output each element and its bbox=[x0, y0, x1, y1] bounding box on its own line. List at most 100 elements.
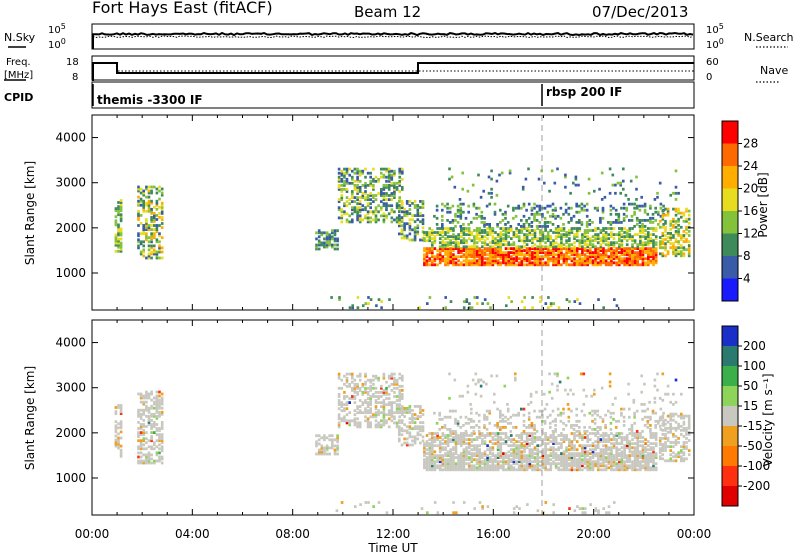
heatmap-cell bbox=[119, 205, 123, 208]
heatmap-cell bbox=[139, 232, 143, 236]
heatmap-cell bbox=[652, 462, 655, 466]
heatmap-cell bbox=[413, 425, 417, 429]
heatmap-cell bbox=[520, 247, 524, 250]
heatmap-cell bbox=[393, 372, 396, 376]
heatmap-cell bbox=[652, 257, 655, 261]
heatmap-cell bbox=[449, 249, 452, 252]
heatmap-cell bbox=[145, 408, 148, 412]
heatmap-cell bbox=[578, 257, 582, 261]
heatmap-cell bbox=[459, 216, 463, 220]
heatmap-cell bbox=[488, 202, 491, 206]
heatmap-cell bbox=[408, 226, 412, 230]
heatmap-cell bbox=[340, 405, 344, 408]
heatmap-cell bbox=[591, 452, 595, 455]
heatmap-cell bbox=[633, 247, 637, 250]
heatmap-cell bbox=[387, 403, 391, 406]
heatmap-cell bbox=[425, 261, 429, 265]
heatmap-cell bbox=[340, 194, 344, 197]
heatmap-cell bbox=[599, 263, 603, 267]
heatmap-cell bbox=[525, 442, 529, 445]
heatmap-cell bbox=[641, 452, 645, 455]
heatmap-cell bbox=[554, 430, 557, 433]
heatmap-cell bbox=[372, 194, 375, 197]
heatmap-cell bbox=[586, 257, 589, 261]
heatmap-cell bbox=[380, 192, 383, 195]
heatmap-cell bbox=[507, 468, 510, 472]
heatmap-cell bbox=[647, 444, 650, 448]
heatmap-cell bbox=[512, 444, 516, 448]
heatmap-cell bbox=[581, 436, 584, 439]
heatmap-cell bbox=[444, 464, 447, 468]
heatmap-cell bbox=[528, 448, 532, 452]
heatmap-cell bbox=[348, 423, 351, 427]
heatmap-cell bbox=[517, 263, 521, 267]
heatmap-cell bbox=[494, 460, 497, 464]
heatmap-cell bbox=[382, 411, 386, 415]
heatmap-cell bbox=[554, 231, 558, 234]
heatmap-cell bbox=[114, 209, 118, 212]
heatmap-cell bbox=[139, 408, 143, 412]
heatmap-cell bbox=[358, 389, 362, 392]
heatmap-cell bbox=[628, 261, 632, 265]
heatmap-cell bbox=[452, 458, 455, 462]
heatmap-cell bbox=[591, 263, 595, 267]
heatmap-cell bbox=[315, 444, 318, 448]
heatmap-cell bbox=[654, 237, 658, 240]
heatmap-cell bbox=[654, 442, 658, 445]
heatmap-cell bbox=[475, 468, 479, 472]
heatmap-cell bbox=[633, 456, 637, 459]
heatmap-cell bbox=[460, 440, 463, 443]
heatmap-cell bbox=[483, 462, 487, 466]
heatmap-cell bbox=[517, 257, 521, 261]
heatmap-cell bbox=[345, 395, 349, 398]
heatmap-cell bbox=[639, 255, 642, 259]
heatmap-cell bbox=[403, 415, 406, 418]
heatmap-cell bbox=[557, 233, 560, 236]
heatmap-cell bbox=[543, 225, 547, 228]
heatmap-cell bbox=[524, 177, 528, 181]
heatmap-cell bbox=[568, 229, 571, 232]
heatmap-cell bbox=[578, 255, 582, 259]
heatmap-cell bbox=[594, 239, 597, 243]
heatmap-cell bbox=[536, 466, 539, 470]
heatmap-cell bbox=[578, 444, 582, 448]
heatmap-cell bbox=[353, 206, 357, 210]
heatmap-cell bbox=[416, 212, 420, 215]
heatmap-cell bbox=[646, 415, 650, 419]
heatmap-cell bbox=[364, 411, 367, 415]
cpid-label: CPID bbox=[4, 91, 33, 104]
heatmap-cell bbox=[669, 236, 672, 239]
heatmap-cell bbox=[150, 185, 153, 189]
heatmap-cell bbox=[436, 253, 439, 257]
heatmap-cell bbox=[512, 468, 516, 472]
heatmap-cell bbox=[520, 442, 524, 445]
heatmap-cell bbox=[428, 466, 431, 470]
heatmap-cell bbox=[493, 400, 496, 404]
heatmap-cell bbox=[547, 306, 550, 310]
heatmap-cell bbox=[411, 202, 414, 205]
heatmap-cell bbox=[616, 181, 620, 185]
heatmap-cell bbox=[486, 261, 489, 265]
heatmap-cell bbox=[573, 235, 576, 238]
heatmap-cell bbox=[366, 218, 370, 222]
heatmap-cell bbox=[572, 428, 576, 431]
heatmap-cell bbox=[457, 263, 460, 267]
heatmap-cell bbox=[367, 296, 370, 299]
heatmap-cell bbox=[142, 240, 145, 244]
heatmap-cell bbox=[462, 263, 466, 267]
heatmap-cell bbox=[633, 202, 636, 206]
heatmap-cell bbox=[504, 227, 508, 230]
heatmap-cell bbox=[680, 445, 683, 448]
heatmap-cell bbox=[560, 227, 563, 230]
heatmap-cell bbox=[499, 251, 503, 254]
heatmap-cell bbox=[654, 424, 657, 427]
heatmap-cell bbox=[523, 237, 526, 240]
heatmap-cell bbox=[573, 454, 576, 457]
heatmap-cell bbox=[382, 413, 386, 417]
heatmap-cell bbox=[552, 454, 555, 457]
heatmap-cell bbox=[661, 449, 665, 452]
heatmap-cell bbox=[478, 261, 481, 265]
heatmap-cell bbox=[680, 412, 683, 416]
heatmap-cell bbox=[496, 245, 500, 249]
heatmap-cell bbox=[431, 229, 434, 232]
